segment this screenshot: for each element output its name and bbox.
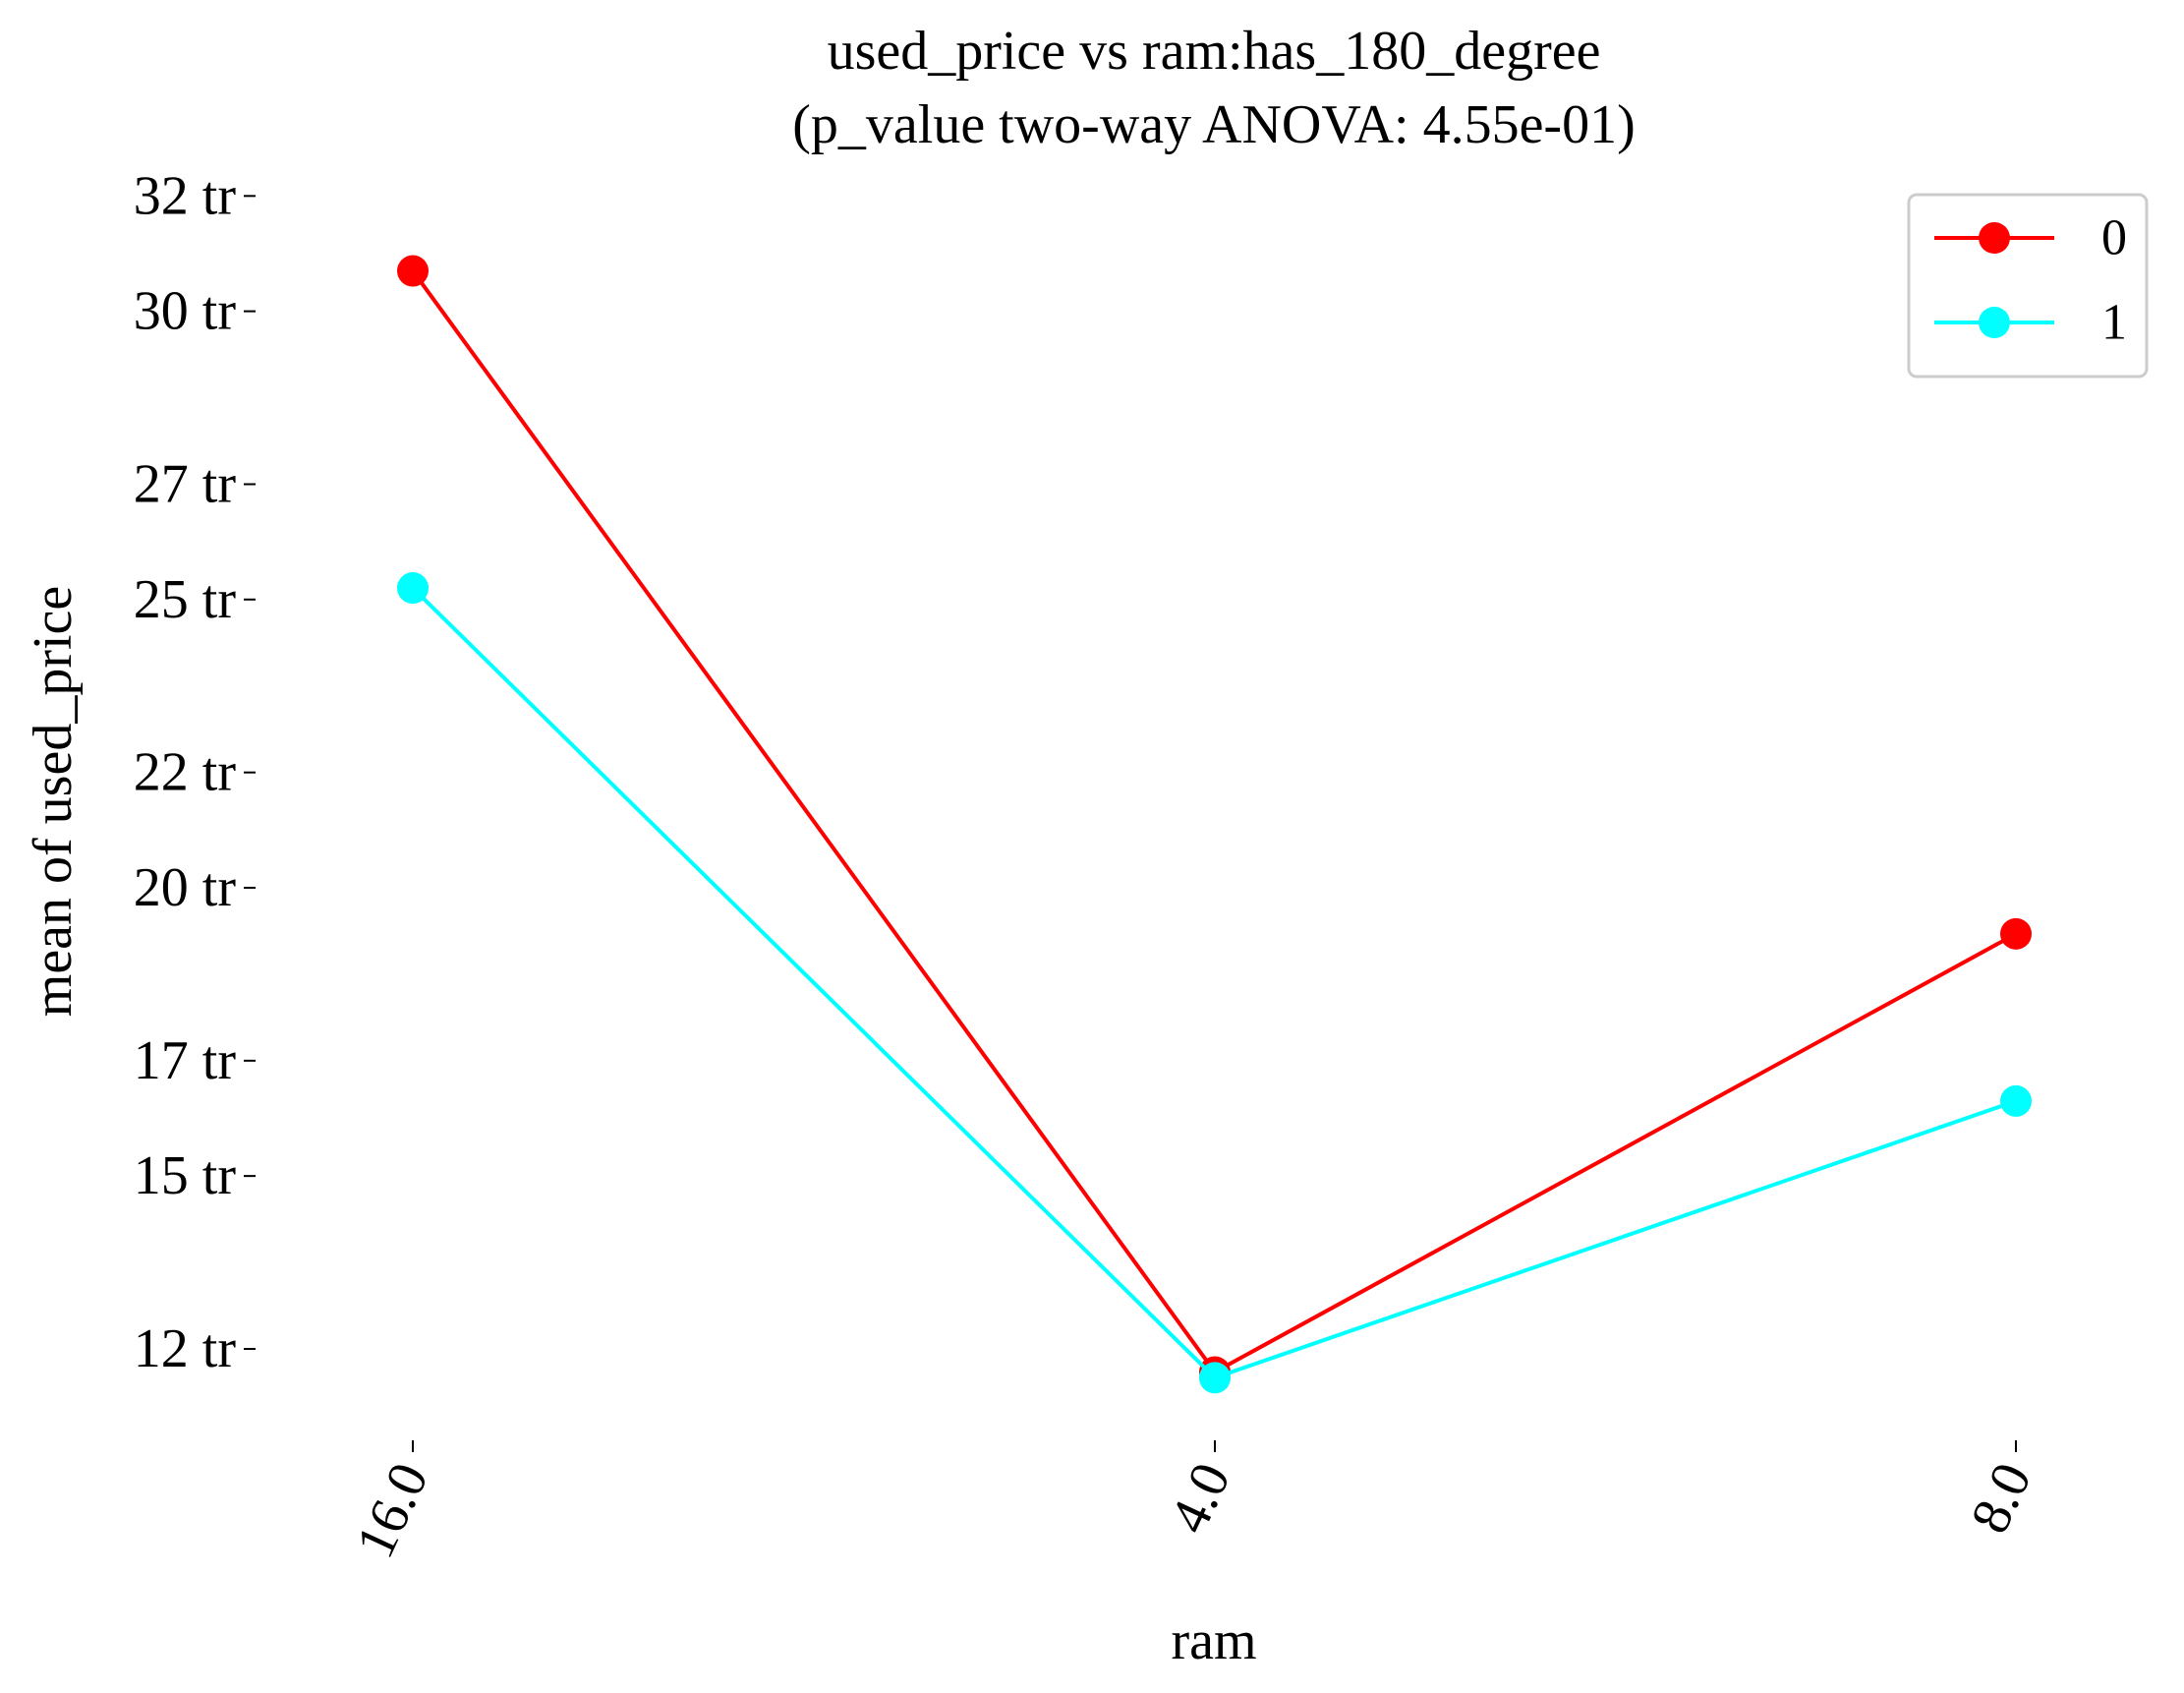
legend-frame <box>1907 193 2149 379</box>
legend-marker-1 <box>1979 307 2010 338</box>
x-axis: 16.0 4.0 8.0 <box>344 1440 2043 1567</box>
y-tick-label: 15 tr <box>134 1145 237 1206</box>
data-point-series-0 <box>2000 917 2032 950</box>
data-point-series-1 <box>397 572 429 605</box>
x-tick-label: 16.0 <box>344 1454 440 1567</box>
data-point-series-1 <box>1199 1362 1231 1394</box>
series-line-0 <box>411 269 2017 1375</box>
chart-subtitle: (p_value two-way ANOVA: 4.55e-01) <box>792 94 1635 155</box>
legend-label: 0 <box>2101 210 2127 266</box>
x-tick-label: 4.0 <box>1158 1454 1242 1543</box>
y-tick-label: 30 tr <box>134 281 237 342</box>
legend: 01 <box>1907 193 2149 379</box>
y-axis-label: mean of used_price <box>23 586 84 1017</box>
series-layer <box>397 255 2032 1394</box>
y-tick-label: 27 tr <box>134 454 237 515</box>
series-line-1 <box>411 586 2017 1380</box>
x-axis-label: ram <box>1171 1610 1256 1671</box>
x-tick-label: 8.0 <box>1959 1454 2043 1543</box>
y-axis: 12 tr 15 tr 17 tr 20 tr 22 tr 25 tr 27 tr 30 tr… <box>134 165 256 1379</box>
y-tick-label: 25 tr <box>134 569 237 630</box>
legend-label: 1 <box>2101 295 2127 351</box>
y-tick-label: 32 tr <box>134 165 237 226</box>
y-tick-label: 22 tr <box>134 742 237 803</box>
chart-title: used_price vs ram:has_180_degree <box>828 21 1601 82</box>
data-point-series-1 <box>2000 1084 2032 1117</box>
data-point-series-0 <box>397 255 429 287</box>
y-tick-label: 20 tr <box>134 857 237 918</box>
y-tick-label: 17 tr <box>134 1030 237 1091</box>
legend-marker-0 <box>1979 222 2010 254</box>
y-tick-label: 12 tr <box>134 1318 237 1379</box>
